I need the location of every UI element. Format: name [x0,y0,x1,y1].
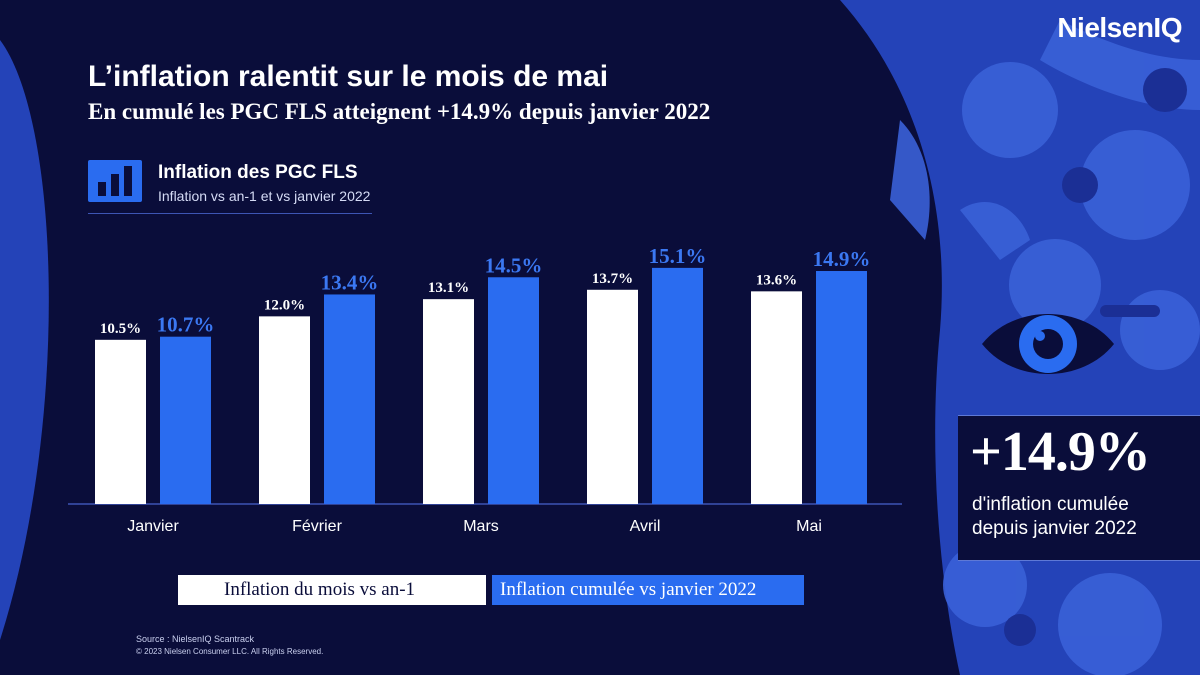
copyright-note: © 2023 Nielsen Consumer LLC. All Rights … [136,647,324,656]
callout-rule-bottom [958,560,1200,561]
data-label-monthly-1: 12.0% [264,297,305,313]
bar-cumulative-1 [324,294,375,504]
bar-cumulative-4 [816,271,867,504]
x-tick-label-4: Mai [796,518,822,535]
bar-chart-icon [88,160,142,202]
callout-line-1: d'inflation cumulée [972,494,1129,515]
source-note: Source : NielsenIQ Scantrack [136,634,255,644]
data-label-cumulative-4: 14.9% [813,247,871,271]
eye-icon [982,314,1114,374]
bar-monthly-2 [423,299,474,504]
bar-monthly-1 [259,316,310,504]
data-label-monthly-0: 10.5% [100,321,141,337]
callout-rule-top [958,415,1200,416]
chart-subtitle: Inflation vs an-1 et vs janvier 2022 [158,188,371,204]
page-title: L’inflation ralentit sur le mois de mai [88,60,609,93]
callout-line-2: depuis janvier 2022 [972,518,1137,539]
bar-cumulative-0 [160,336,211,504]
bar-monthly-3 [587,289,638,504]
x-tick-label-3: Avril [630,518,661,535]
cumulative-inflation-value: +14.9% [970,421,1151,483]
data-label-cumulative-1: 13.4% [321,270,379,294]
nielseniq-logo: NielsenIQ [1057,12,1182,43]
data-label-cumulative-0: 10.7% [157,313,215,337]
callout-panel [958,415,1200,560]
x-tick-label-0: Janvier [127,518,179,535]
chart-header-divider [88,213,372,214]
data-label-monthly-2: 13.1% [428,280,469,296]
legend-item-monthly: Inflation du mois vs an-1 [178,575,486,605]
data-label-monthly-4: 13.6% [756,272,797,288]
data-label-cumulative-2: 14.5% [485,253,543,277]
inflation-bar-chart: 10.5% 10.7% Janvier 12.0% 13.4% Février 13.1% 1… [68,244,902,535]
x-tick-label-2: Mars [463,518,499,535]
page-subtitle: En cumulé les PGC FLS atteignent +14.9% … [88,99,711,124]
bar-monthly-4 [751,291,802,504]
x-tick-label-1: Février [292,518,342,535]
legend-item-cumulative: Inflation cumulée vs janvier 2022 [492,575,804,605]
data-label-monthly-3: 13.7% [592,271,633,287]
bar-monthly-0 [95,339,146,504]
data-label-cumulative-3: 15.1% [649,244,707,268]
bar-cumulative-2 [488,277,539,504]
bar-cumulative-3 [652,267,703,504]
chart-title: Inflation des PGC FLS [158,162,358,183]
